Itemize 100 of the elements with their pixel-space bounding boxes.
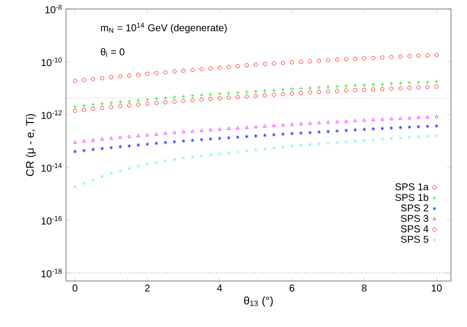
x-tick-label: 2 [145, 284, 150, 292]
point [280, 92, 285, 96]
point [244, 94, 249, 99]
point [218, 96, 222, 100]
point [72, 78, 78, 83]
point [136, 142, 140, 148]
point [127, 144, 132, 148]
point [110, 172, 113, 175]
point [425, 84, 430, 90]
point [407, 80, 412, 85]
point [82, 148, 86, 153]
point [299, 122, 303, 126]
point [434, 114, 438, 118]
point [154, 141, 158, 146]
legend-label: SPS 3 [400, 214, 428, 222]
point [272, 124, 276, 127]
point [208, 96, 213, 101]
point [236, 126, 240, 130]
point [91, 106, 96, 111]
point [244, 63, 249, 68]
point [181, 68, 186, 73]
point [280, 60, 285, 65]
point [236, 150, 240, 154]
point [254, 89, 258, 94]
point [299, 131, 303, 136]
point [82, 104, 86, 108]
point [136, 102, 140, 107]
point [127, 99, 132, 104]
point [362, 56, 366, 60]
point [426, 124, 430, 128]
point [408, 136, 411, 139]
point [236, 90, 240, 95]
point [154, 100, 158, 106]
point [208, 66, 213, 71]
point [299, 144, 302, 147]
point [245, 149, 248, 152]
point [226, 136, 230, 140]
point [226, 96, 231, 100]
point [416, 116, 420, 119]
point [190, 98, 195, 102]
point [91, 77, 96, 82]
point [218, 66, 222, 70]
point [172, 100, 176, 104]
point [298, 90, 304, 96]
point [100, 146, 104, 151]
point [344, 140, 348, 144]
point [154, 96, 158, 101]
point [389, 82, 394, 86]
point [416, 124, 420, 129]
point [326, 84, 330, 89]
point [290, 132, 294, 136]
point [200, 98, 204, 102]
point [136, 134, 140, 138]
point [281, 132, 285, 136]
y-axis-title: CR (μ - e, Ti) [26, 114, 36, 176]
point [164, 140, 168, 145]
point [308, 130, 312, 135]
point [390, 116, 394, 120]
point [254, 134, 258, 138]
point [344, 119, 348, 123]
point [317, 90, 322, 94]
point [317, 85, 322, 90]
point [308, 143, 312, 146]
point [272, 132, 276, 137]
point [344, 57, 348, 62]
point [200, 128, 204, 132]
point [127, 134, 132, 138]
point [163, 100, 168, 104]
point [371, 82, 376, 87]
point [389, 54, 394, 60]
point [416, 135, 420, 138]
x-tick-label: 6 [290, 284, 294, 292]
point [154, 71, 158, 76]
x-tick-label: 4 [217, 284, 222, 292]
point [182, 138, 186, 144]
point [353, 56, 358, 61]
point [318, 142, 321, 146]
point [308, 86, 312, 90]
point [91, 138, 95, 142]
point [172, 130, 176, 134]
point [118, 144, 122, 149]
point [390, 136, 393, 140]
point [218, 127, 222, 131]
point [146, 162, 149, 166]
point [262, 62, 267, 66]
y-tick-label: 10$^{-18}$ [42, 268, 62, 278]
point [434, 124, 438, 128]
point [118, 74, 122, 78]
point [73, 140, 77, 144]
point [336, 140, 339, 144]
point [181, 98, 186, 103]
point [290, 87, 294, 92]
point [398, 81, 402, 86]
point [371, 126, 376, 131]
point [434, 84, 439, 89]
point [380, 126, 384, 131]
point [263, 133, 267, 138]
point [118, 135, 122, 139]
point [163, 96, 168, 100]
point [335, 128, 339, 134]
